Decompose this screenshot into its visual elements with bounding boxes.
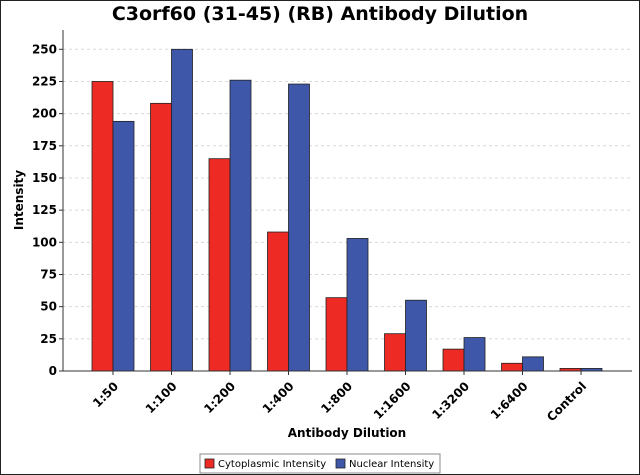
x-tick-label: 1:200 [201,379,238,416]
y-tick-label: 50 [40,300,57,314]
x-tick-label: 1:6400 [488,379,531,422]
bar-cytoplasmic [442,348,465,372]
bar-nuclear [171,48,193,372]
x-tick-label: Control [544,379,589,424]
y-tick-label: 175 [32,139,57,153]
y-tick-label: 125 [32,203,57,217]
bar-cytoplasmic [208,158,231,372]
x-tick-label: 1:1600 [371,379,414,422]
bar-nuclear [463,337,486,372]
bar-cytoplasmic [384,333,406,372]
x-tick-label: 1:3200 [429,379,472,422]
bar-nuclear [288,83,310,372]
legend-label: Cytoplasmic Intensity [218,459,326,470]
x-tick-label: 1:100 [143,379,180,416]
y-axis-ticks: 0 25 50 75 100 125 150 175 200 225 250 [32,42,63,378]
chart-title: C3orf60 (31-45) (RB) Antibody Dilution [112,3,528,25]
y-tick-label: 250 [32,42,57,56]
bar-cytoplasmic [325,297,348,372]
x-tick-label: 1:800 [318,379,355,416]
bar-cytoplasmic [91,81,114,372]
bar-nuclear [405,299,427,372]
bar-nuclear [112,120,135,372]
x-tick-label: 1:400 [260,379,297,416]
bar-nuclear [229,79,252,372]
x-axis-label: Antibody Dilution [288,426,406,440]
bar-cytoplasmic [267,231,289,372]
y-axis-label: Intensity [12,170,26,230]
bar-nuclear [346,238,369,372]
legend-swatch [204,458,215,469]
y-tick-label: 100 [32,235,57,249]
y-tick-label: 200 [32,107,57,121]
legend-box [199,453,441,474]
y-tick-label: 75 [40,267,57,281]
x-tick-label: 1:50 [90,379,121,410]
legend-label: Nuclear Intensity [349,459,434,470]
legend: Cytoplasmic Intensity Nuclear Intensity [199,453,441,474]
y-tick-label: 150 [32,171,57,185]
bar-cytoplasmic [150,102,172,372]
legend-swatch [335,458,346,469]
bar-nuclear [522,356,544,372]
bar-cytoplasmic [501,362,523,372]
y-tick-label: 25 [40,332,57,346]
y-tick-label: 0 [49,364,57,378]
y-tick-label: 225 [32,74,57,88]
x-axis-ticks: 1:50 1:100 1:200 1:400 1:800 1:1600 1:3200 1:64… [90,371,589,424]
